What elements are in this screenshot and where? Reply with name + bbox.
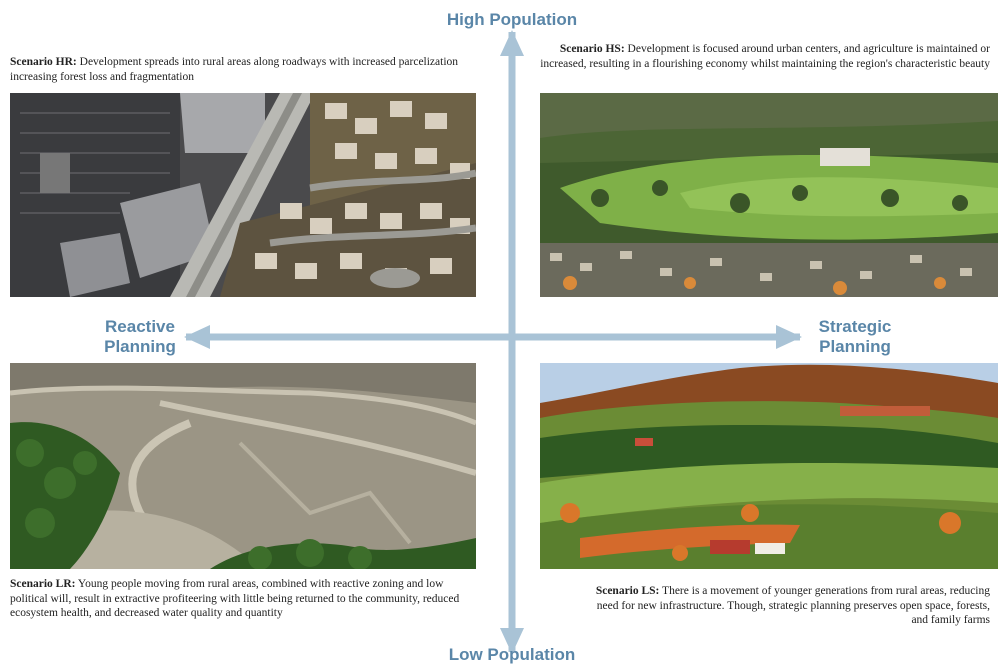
- strip-mine-photo: [10, 363, 476, 569]
- strategic-planning-label: Strategic Planning: [805, 317, 905, 357]
- scenario-lr-label: Scenario LR:: [10, 578, 76, 590]
- rolling-farms-and-forest-photo: [540, 363, 998, 569]
- down-arrowhead: [500, 628, 524, 654]
- right-arrowhead: [776, 325, 802, 349]
- scenario-hs-label: Scenario HS:: [559, 43, 625, 55]
- scenario-ls-label: Scenario LS:: [595, 585, 660, 597]
- scenario-hs-text: Development is focused around urban cent…: [540, 43, 990, 70]
- low-population-label: Low Population: [448, 645, 576, 664]
- high-population-label: High Population: [446, 10, 578, 29]
- scenario-ls-description: Scenario LS: There is a movement of youn…: [580, 584, 990, 628]
- left-arrowhead: [184, 325, 210, 349]
- scenario-hs-description: Scenario HS: Development is focused arou…: [540, 42, 990, 71]
- town-and-farmland-valley-photo: [540, 93, 998, 297]
- scenario-hr-text: Development spreads into rural areas alo…: [10, 56, 459, 83]
- scenario-ls-text: There is a movement of younger generatio…: [596, 585, 990, 626]
- scenario-hr-label: Scenario HR:: [10, 56, 77, 68]
- scenario-lr-text: Young people moving from rural areas, co…: [10, 578, 460, 619]
- scenario-lr-description: Scenario LR: Young people moving from ru…: [10, 577, 480, 621]
- scenario-hr-description: Scenario HR: Development spreads into ru…: [10, 55, 460, 84]
- reactive-planning-label: Reactive Planning: [90, 317, 190, 357]
- strategic-label-line2: Planning: [819, 337, 891, 356]
- reactive-label-line1: Reactive: [105, 317, 175, 336]
- reactive-label-line2: Planning: [104, 337, 176, 356]
- aerial-suburban-development-photo: [10, 93, 476, 297]
- strategic-label-line1: Strategic: [818, 317, 892, 336]
- up-arrowhead: [500, 30, 524, 56]
